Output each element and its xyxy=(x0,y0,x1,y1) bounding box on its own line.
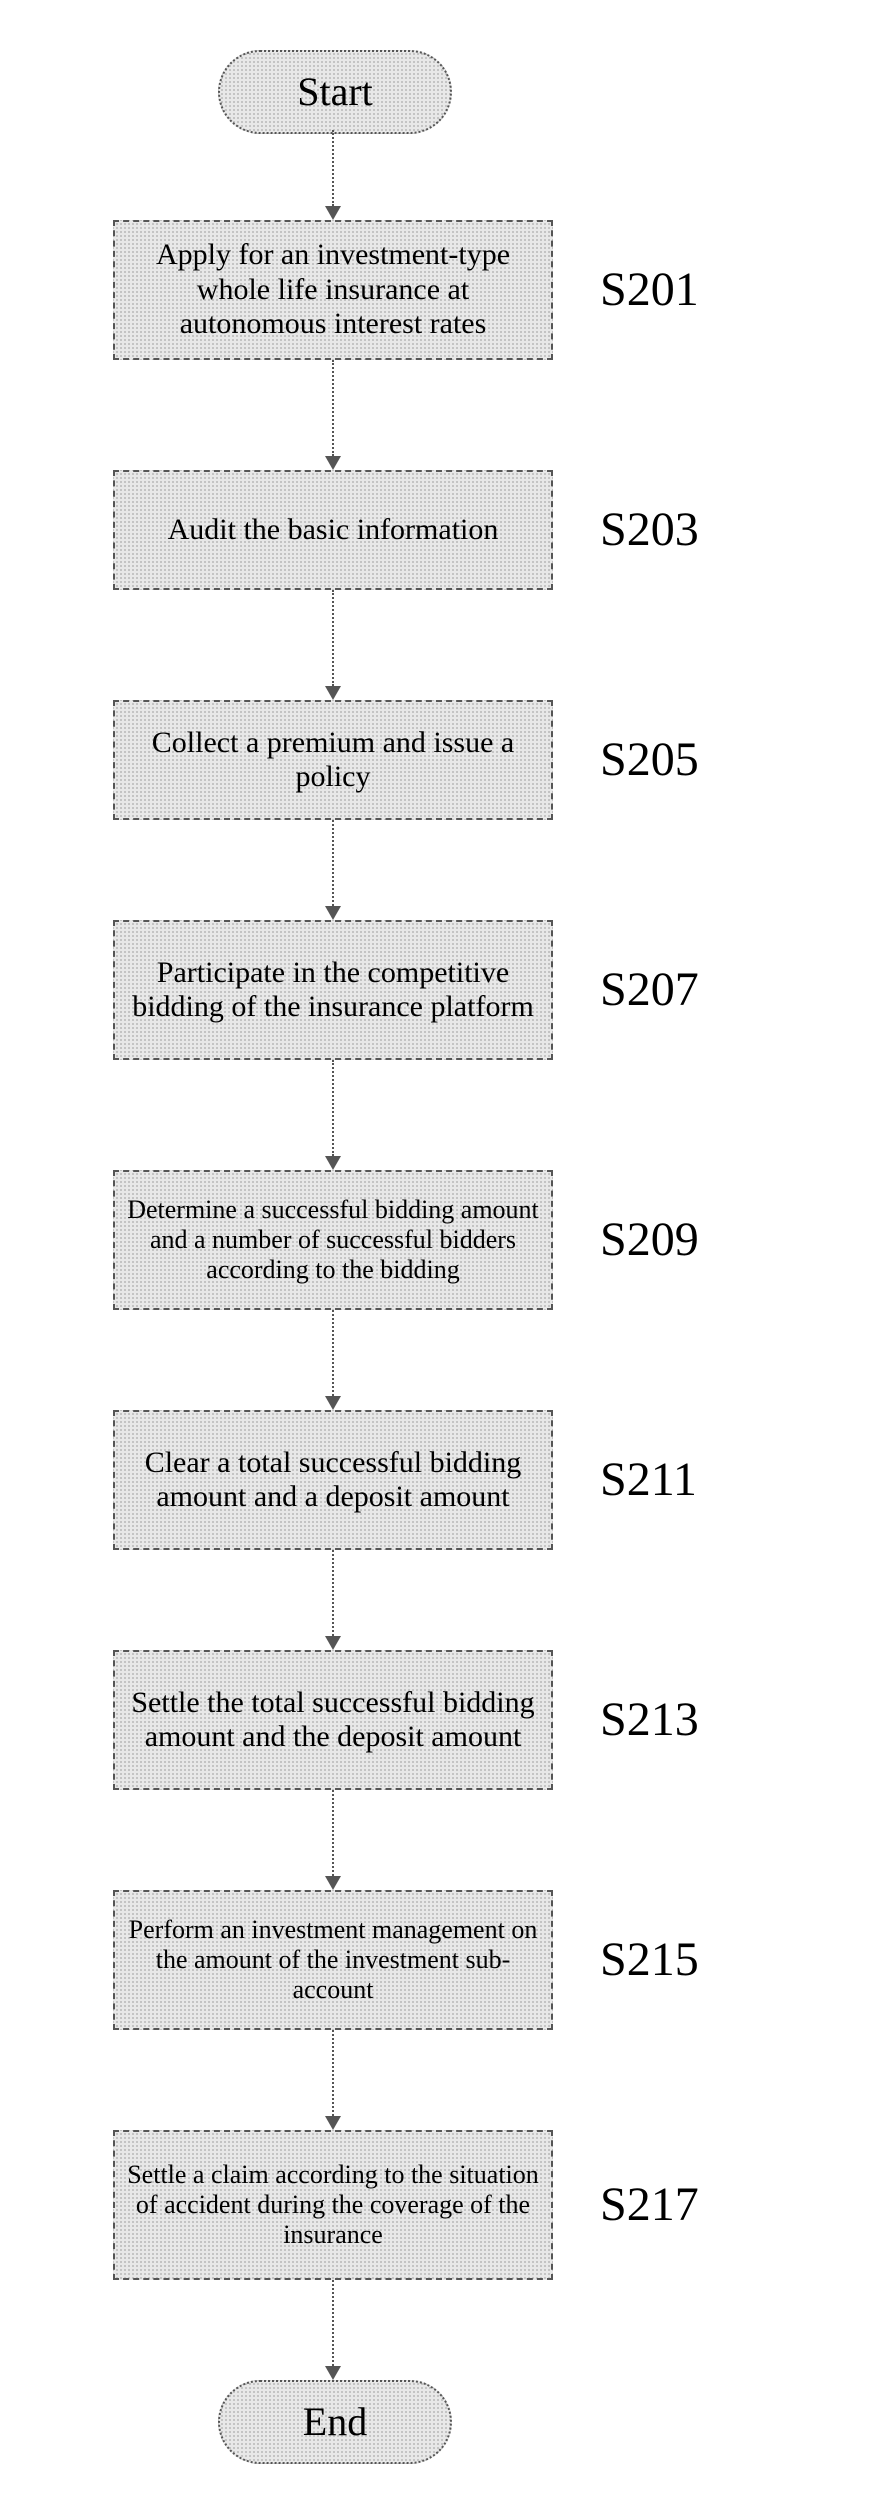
arrow-head-icon xyxy=(325,686,341,700)
step-label: S213 xyxy=(600,1692,699,1747)
arrow-line xyxy=(332,590,334,686)
process-text: Settle a claim according to the situatio… xyxy=(125,2160,541,2250)
arrow-line xyxy=(332,360,334,456)
process-node: Audit the basic information xyxy=(113,470,553,590)
arrow-head-icon xyxy=(325,1636,341,1650)
arrow-line xyxy=(332,1310,334,1396)
process-text: Participate in the competitive bidding o… xyxy=(125,956,541,1025)
terminator-node: End xyxy=(218,2380,452,2464)
arrow-line xyxy=(332,1060,334,1156)
process-node: Settle the total successful bidding amou… xyxy=(113,1650,553,1790)
process-node: Participate in the competitive bidding o… xyxy=(113,920,553,1060)
arrow-head-icon xyxy=(325,1156,341,1170)
process-node: Perform an investment management on the … xyxy=(113,1890,553,2030)
process-node: Collect a premium and issue a policy xyxy=(113,700,553,820)
arrow-head-icon xyxy=(325,456,341,470)
arrow-head-icon xyxy=(325,1396,341,1410)
process-text: Settle the total successful bidding amou… xyxy=(125,1686,541,1755)
step-label: S203 xyxy=(600,502,699,557)
arrow-line xyxy=(332,820,334,906)
process-node: Apply for an investment-type whole life … xyxy=(113,220,553,360)
step-label: S209 xyxy=(600,1212,699,1267)
arrow-head-icon xyxy=(325,206,341,220)
arrow-line xyxy=(332,2030,334,2116)
step-label: S217 xyxy=(600,2177,699,2232)
process-text: Apply for an investment-type whole life … xyxy=(125,238,541,342)
process-node: Settle a claim according to the situatio… xyxy=(113,2130,553,2280)
flowchart-canvas: Start Apply for an investment-type whole … xyxy=(0,0,891,2498)
arrow-line xyxy=(332,1790,334,1876)
terminator-label: End xyxy=(303,2399,367,2445)
arrow-head-icon xyxy=(325,2366,341,2380)
process-node: Determine a successful bidding amount an… xyxy=(113,1170,553,1310)
step-label: S211 xyxy=(600,1452,697,1507)
step-label: S205 xyxy=(600,732,699,787)
arrow-line xyxy=(332,1550,334,1636)
process-text: Determine a successful bidding amount an… xyxy=(125,1195,541,1285)
step-label: S201 xyxy=(600,262,699,317)
process-text: Collect a premium and issue a policy xyxy=(125,726,541,795)
terminator-node: Start xyxy=(218,50,452,134)
arrow-head-icon xyxy=(325,2116,341,2130)
arrow-head-icon xyxy=(325,906,341,920)
step-label: S215 xyxy=(600,1932,699,1987)
process-text: Perform an investment management on the … xyxy=(125,1915,541,2005)
process-node: Clear a total successful bidding amount … xyxy=(113,1410,553,1550)
arrow-line xyxy=(332,130,334,206)
process-text: Audit the basic information xyxy=(168,513,499,548)
terminator-label: Start xyxy=(297,69,373,115)
arrow-line xyxy=(332,2280,334,2366)
arrow-head-icon xyxy=(325,1876,341,1890)
process-text: Clear a total successful bidding amount … xyxy=(125,1446,541,1515)
step-label: S207 xyxy=(600,962,699,1017)
